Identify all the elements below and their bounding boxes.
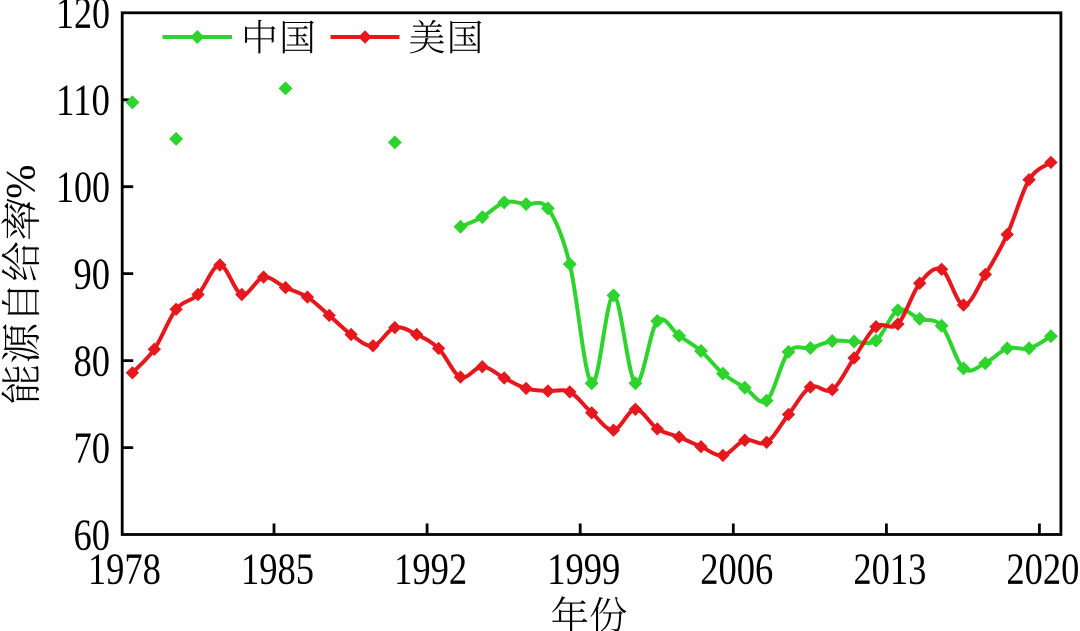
svg-text:70: 70 (74, 423, 111, 472)
svg-text:100: 100 (56, 163, 110, 212)
svg-text:2006: 2006 (700, 545, 773, 594)
svg-text:2013: 2013 (853, 545, 926, 594)
svg-text:1985: 1985 (241, 545, 314, 594)
svg-text:2020: 2020 (1006, 545, 1079, 594)
svg-text:1999: 1999 (547, 545, 620, 594)
svg-text:110: 110 (56, 76, 110, 125)
svg-text:60: 60 (74, 510, 111, 559)
svg-text:/%: /% (0, 165, 43, 211)
svg-text:90: 90 (74, 249, 111, 298)
svg-text:80: 80 (74, 336, 111, 385)
svg-text:1992: 1992 (394, 545, 467, 594)
svg-text:1978: 1978 (88, 545, 161, 594)
svg-text:120: 120 (56, 0, 110, 38)
